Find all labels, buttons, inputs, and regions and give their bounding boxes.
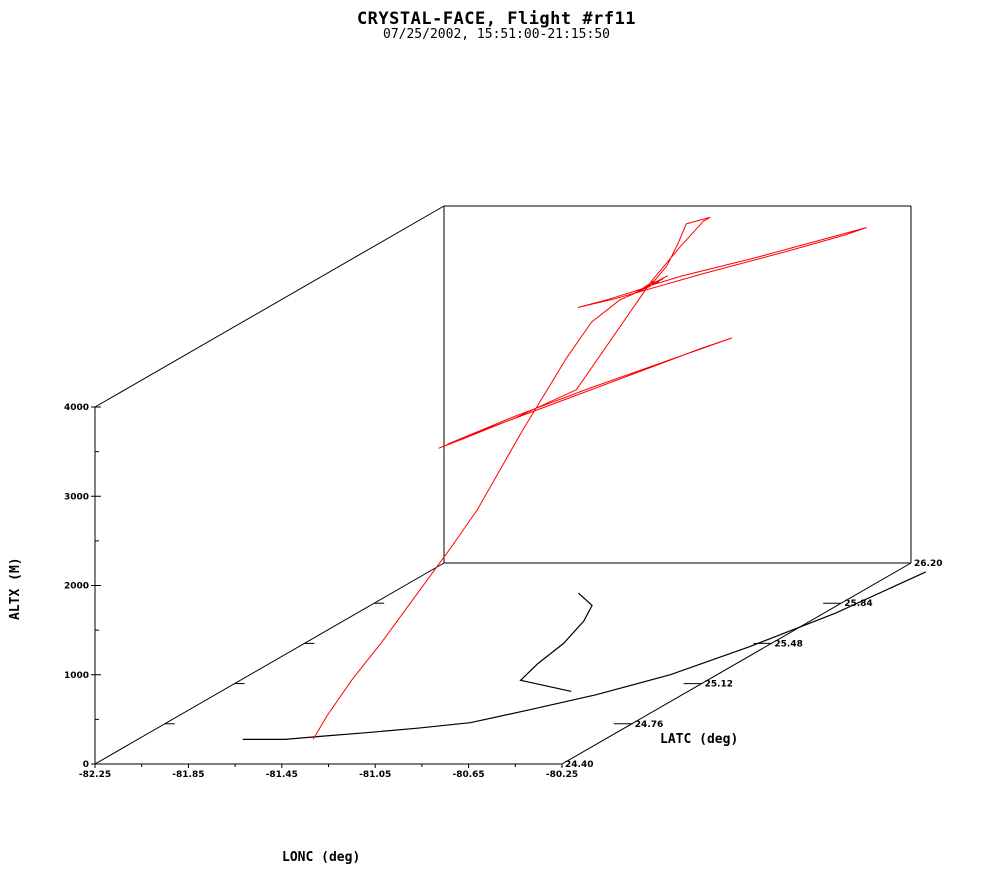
coastline-segment [242, 571, 927, 741]
z-tick-label: 24.76 [635, 720, 663, 730]
x-tick-label: -81.05 [359, 770, 391, 780]
coastline [242, 571, 927, 741]
x-tick-label: -82.25 [79, 770, 111, 780]
x-tick-label: -81.45 [266, 770, 298, 780]
top-diagonal-line [94, 205, 445, 408]
x-tick-label: -80.65 [452, 770, 484, 780]
x-tick-label: -80.25 [546, 770, 578, 780]
chart-subtitle: 07/25/2002, 15:51:00-21:15:50 [383, 27, 610, 42]
z-tick-label: 26.20 [914, 559, 942, 569]
y-tick-label: 0 [83, 760, 89, 770]
y-tick-label: 2000 [64, 582, 89, 592]
x-axis-label: LONC (deg) [282, 850, 361, 865]
chart-title: CRYSTAL-FACE, Flight #rf11 [356, 9, 637, 29]
y-tick-label: 1000 [64, 671, 89, 681]
floor-diagonal-line [94, 562, 445, 765]
z-tick-label: 25.84 [844, 599, 872, 609]
y-axis-label: ALTX (M) [8, 557, 23, 620]
z-axis-label: LATC (deg) [660, 732, 739, 747]
flight-track-line [312, 216, 867, 740]
y-tick-label: 3000 [64, 492, 89, 502]
z-axis-line [561, 562, 912, 765]
coastline-segment [519, 592, 593, 692]
axes-frame [94, 205, 912, 765]
z-tick-label: 25.48 [774, 639, 802, 649]
tick-labels: -82.25 -81.85 -81.45 -81.05 -80.65 -80.25 0 100… [64, 403, 943, 780]
z-tick-label: 24.40 [565, 760, 593, 770]
flight-track [312, 216, 867, 740]
x-tick-label: -81.85 [172, 770, 204, 780]
y-tick-label: 4000 [64, 403, 89, 413]
z-tick-label: 25.12 [705, 680, 733, 690]
